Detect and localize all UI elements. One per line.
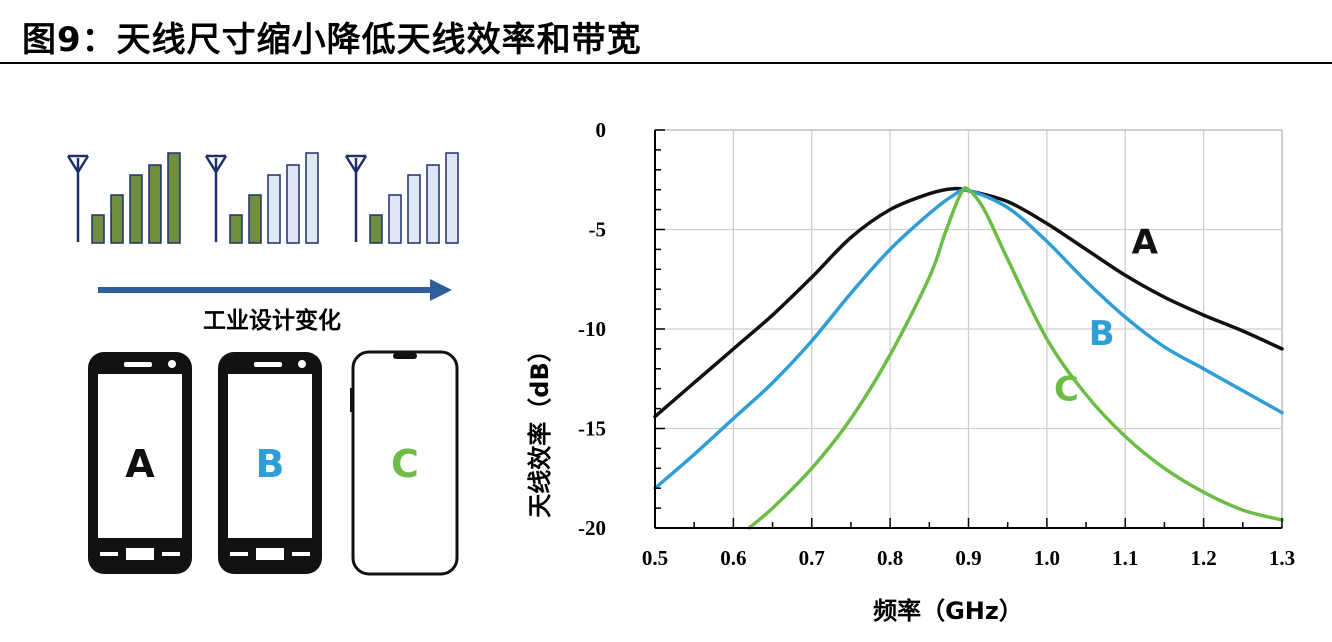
series-line-c [747,186,1284,530]
arrow-label: 工业设计变化 [203,307,341,334]
signal-bar [91,214,105,244]
signal-bar [407,174,421,244]
x-tick-label: 1.0 [1034,546,1060,570]
series-lines [653,186,1284,530]
phone-menu-key [292,552,310,556]
antenna-group-1 [66,152,181,244]
y-tick-label: -10 [578,317,606,341]
efficiency-chart: A BC 0.5 0.6 0.7 0.8 0.9 1.0 1.1 1.2 1.3 0 -5 -10 -15… [526,118,1295,625]
x-tick-label: 0.7 [799,546,825,570]
phone-home-button [126,548,154,560]
phone-home-button [256,548,284,560]
signal-bar [110,194,124,244]
phone-menu-key [162,552,180,556]
phone-label-c: C [391,442,419,486]
series-line-b [653,188,1284,490]
phone-b: B [218,352,322,574]
phone-back-key [100,552,118,556]
phone-camera [298,360,306,368]
title-bar: 图9：天线尺寸缩小降低天线效率和带宽 [0,0,1332,66]
phone-body [351,350,459,576]
antenna-illustration: 工业设计变化 A B C [66,152,459,576]
phone-label-a: A [125,442,155,486]
antenna-head [204,155,228,175]
tick-labels: 0.5 0.6 0.7 0.8 0.9 1.0 1.1 1.2 1.3 0 -5 -10 -15 -20 [578,118,1295,570]
signal-bar [286,164,300,244]
series-line-a [653,186,1284,419]
phone-c: C [350,350,459,576]
x-tick-label: 1.3 [1269,546,1295,570]
phone-speaker [254,362,282,367]
x-tick-label: 0.9 [955,546,981,570]
x-tick-label: 1.1 [1112,546,1138,570]
series-label-a: A [1132,222,1159,262]
y-tick-label: -20 [578,516,606,540]
antenna-head [344,155,368,175]
phone-camera [168,360,176,368]
phone-screen [98,374,182,538]
signal-bar [148,164,162,244]
x-axis-title: 频率（GHz） [873,597,1023,625]
x-tick-label: 0.5 [642,546,668,570]
design-change-arrow [98,279,452,301]
antenna-signal-groups [66,152,459,244]
y-tick-label: -15 [578,417,606,441]
y-axis-title: 天线效率（dB） [526,338,554,517]
x-tick-label: 0.8 [877,546,903,570]
signal-bar [248,194,262,244]
antenna-group-3 [344,152,459,244]
signal-bar [388,194,402,244]
phones: A B C [88,350,459,576]
phone-screen [228,374,312,538]
signal-bar [129,174,143,244]
antenna-head [66,155,90,175]
phone-speaker [124,362,152,367]
antenna-group-2 [204,152,319,244]
series-label-b: B [1089,314,1115,354]
y-tick-label: -5 [589,218,607,242]
signal-bar [305,152,319,244]
phone-notch [393,353,417,359]
x-tick-label: 1.2 [1191,546,1217,570]
title-rule [0,62,1332,64]
signal-bar [229,214,243,244]
series-label-c: C [1054,370,1079,410]
chart-axes [654,129,1283,529]
y-tick-label: 0 [596,118,607,142]
phone-back-key [230,552,248,556]
signal-bar [426,164,440,244]
series-labels: A BC [1054,222,1159,409]
signal-bar [167,152,181,244]
x-tick-label: 0.6 [720,546,746,570]
phone-side-button [350,388,353,412]
figure-title: 图9：天线尺寸缩小降低天线效率和带宽 [22,20,642,60]
signal-bar [369,214,383,244]
phone-label-b: B [256,442,285,486]
phone-a: A [88,352,192,574]
signal-bar [267,174,281,244]
signal-bar [445,152,459,244]
